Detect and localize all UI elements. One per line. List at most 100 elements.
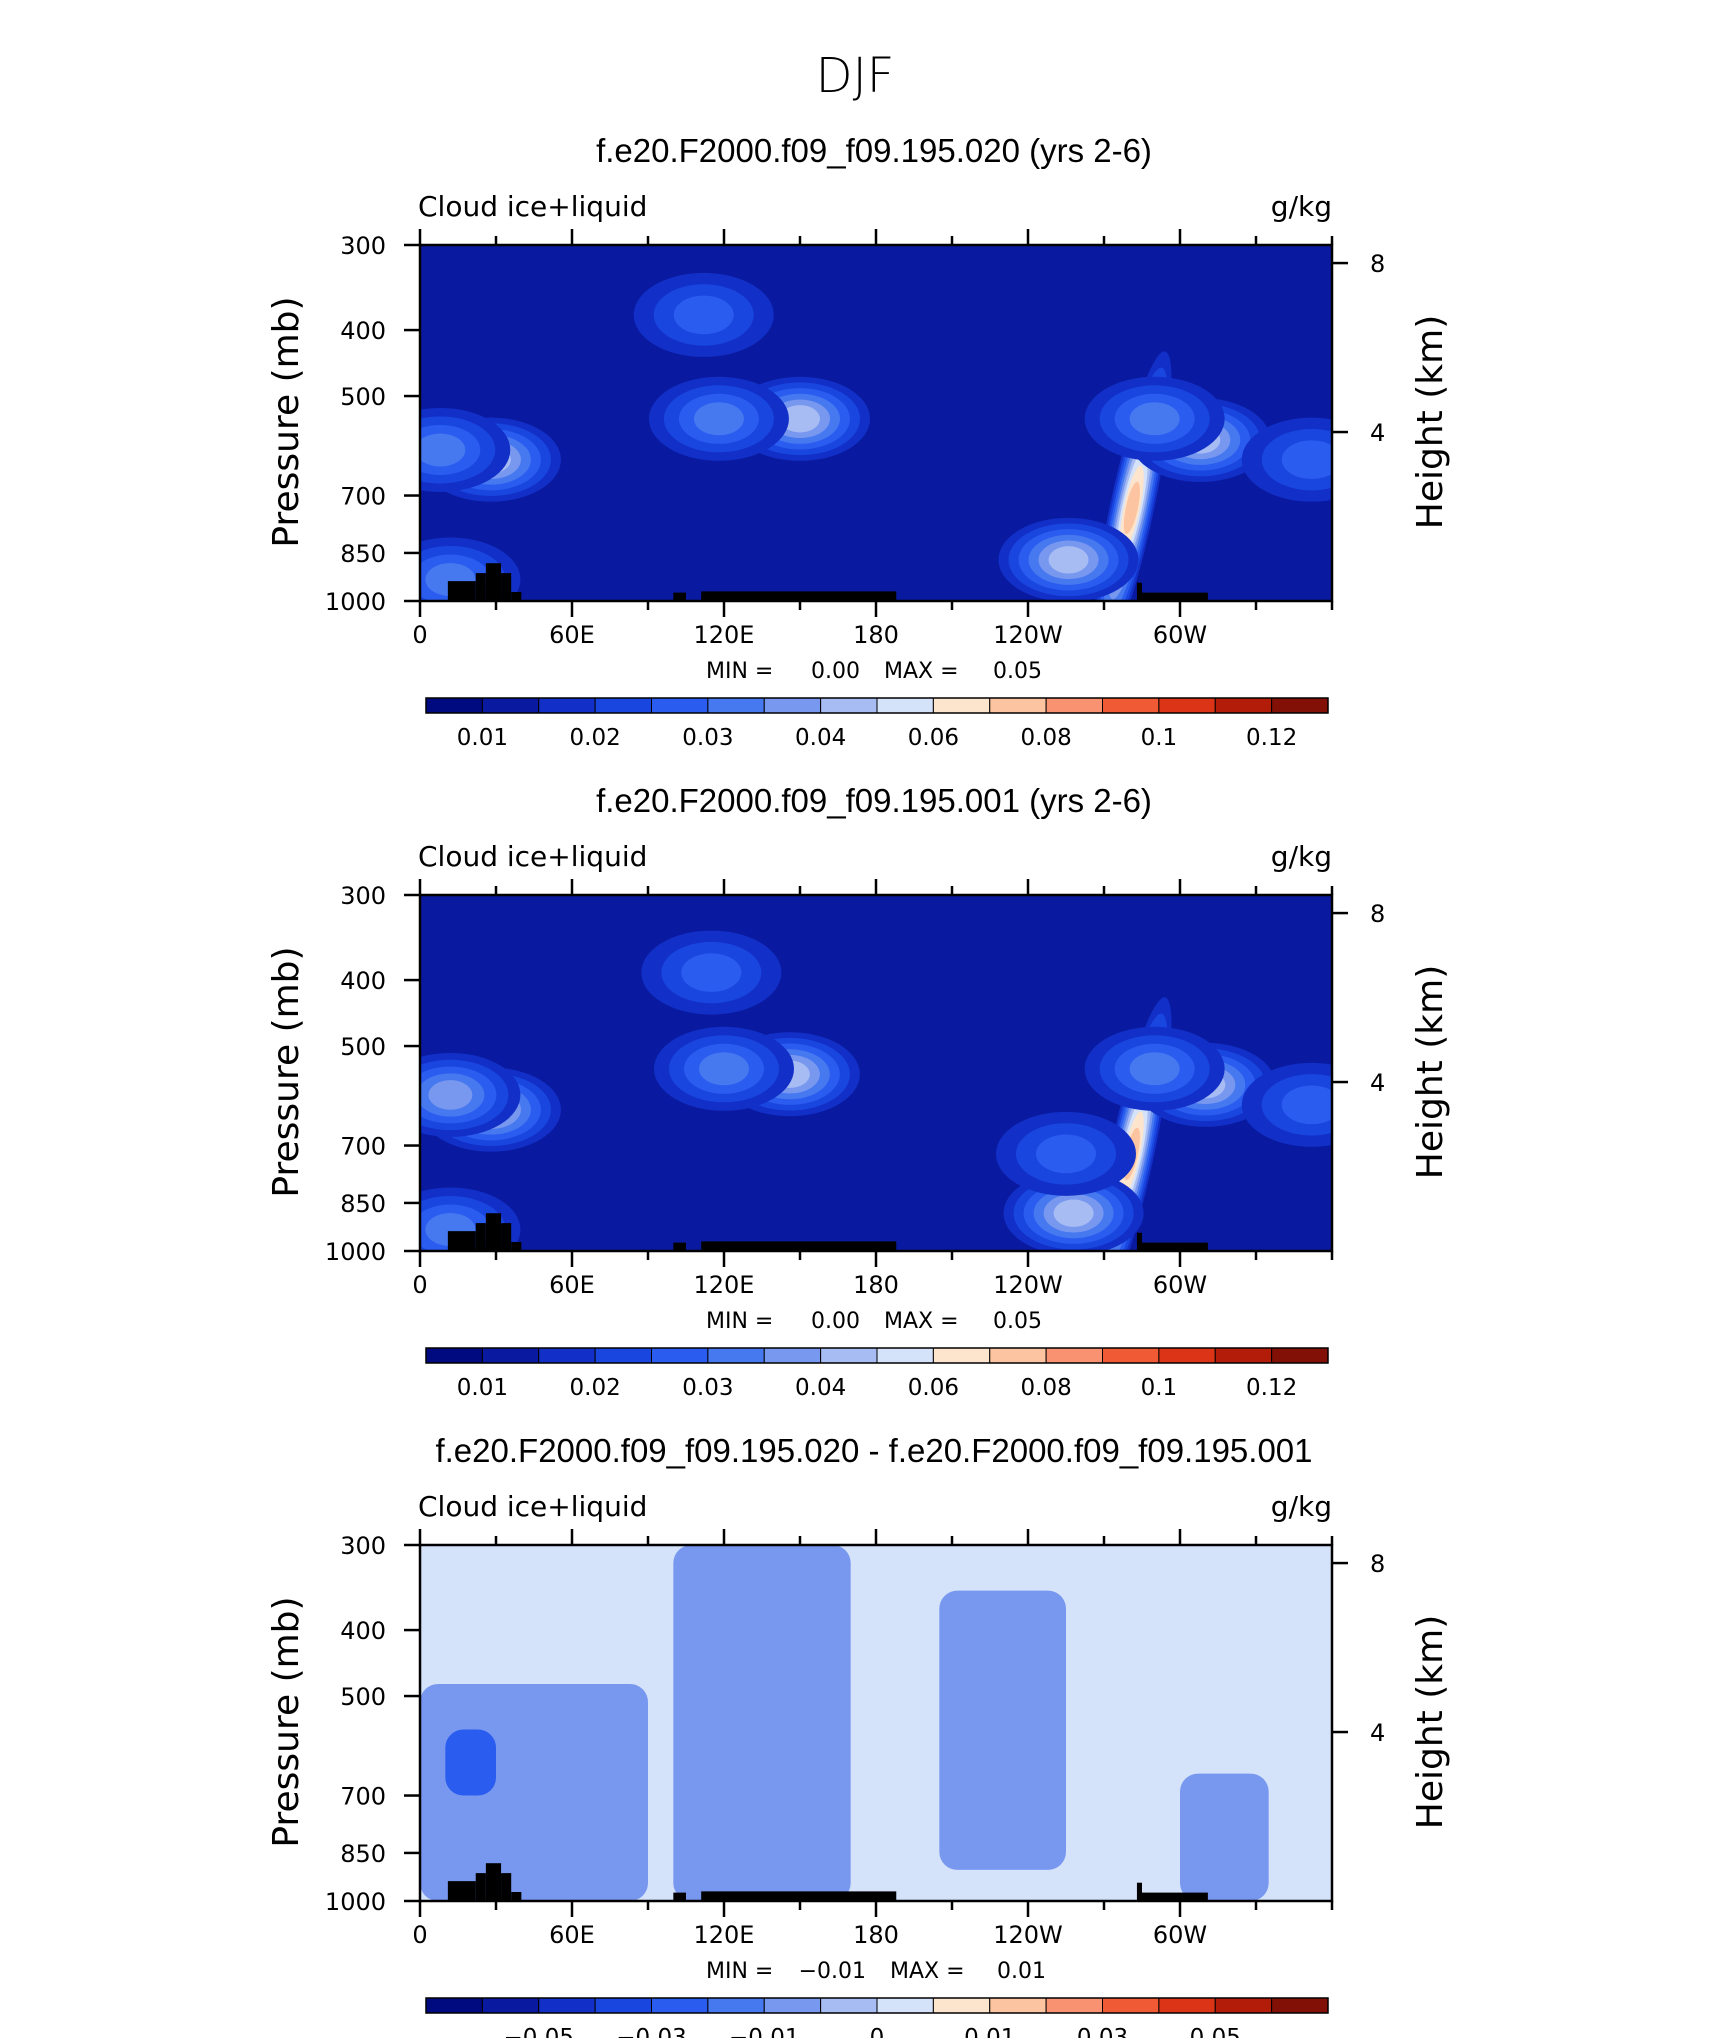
difference-region <box>939 1590 1066 1870</box>
pressure-axis-label: Pressure (mb) <box>266 1596 307 1847</box>
variable-label: Cloud ice+liquid <box>418 1490 647 1523</box>
panel-2: f.e20.F2000.f09_f09.195.001 (yrs 2-6) Cl… <box>266 782 1451 1401</box>
plot-area: 300 400 500 700 850 1000 8 4 0 60E 120E 180 120W 60W <box>325 1529 1385 1949</box>
lon-tick-label: 180 <box>853 1921 899 1949</box>
colorbar-box <box>481 697 540 714</box>
topography <box>447 581 476 601</box>
colorbar-label: 0.03 <box>682 725 733 751</box>
panel-title: f.e20.F2000.f09_f09.195.020 (yrs 2-6) <box>596 132 1152 169</box>
colorbar-label: 0.01 <box>964 2025 1015 2038</box>
plot-area: 300 400 500 700 850 1000 8 4 0 60E 120E 180 120W 60W <box>325 879 1385 1299</box>
pressure-tick-label: 850 <box>340 1190 386 1218</box>
stats-max-label: MAX = <box>890 1959 965 1984</box>
topography <box>485 1213 502 1251</box>
colorbar-label: 0.1 <box>1141 725 1178 751</box>
colorbar-box <box>538 1997 596 2014</box>
topography <box>1142 1242 1208 1251</box>
pressure-tick-label: 1000 <box>325 1238 386 1266</box>
pressure-tick-label: 700 <box>340 1133 386 1161</box>
contour-level <box>1129 402 1180 436</box>
colorbar-label: 0.08 <box>1021 725 1072 751</box>
colorbar-box <box>932 697 991 714</box>
colorbar-label: 0.03 <box>1077 2025 1128 2038</box>
cloud-feature <box>1241 1062 1332 1147</box>
colorbar-box <box>1214 697 1273 714</box>
colorbar: 0.01 0.02 0.03 0.04 0.06 0.08 0.1 0.12 <box>425 697 1329 751</box>
topography <box>1136 582 1142 601</box>
units-label: g/kg <box>1271 840 1332 873</box>
pressure-tick-label: 500 <box>340 1683 386 1711</box>
colorbar-label: 0.12 <box>1246 725 1297 751</box>
topography <box>673 1892 686 1901</box>
difference-region <box>1180 1773 1269 1901</box>
stats-min-value: 0.00 <box>811 1309 860 1334</box>
stats-max-value: 0.05 <box>993 659 1042 684</box>
topography <box>501 1223 512 1251</box>
contour-level <box>428 1080 473 1110</box>
lon-tick-label: 120E <box>694 621 755 649</box>
contour-level <box>1123 481 1140 535</box>
panel-3: f.e20.F2000.f09_f09.195.020 - f.e20.F200… <box>266 1432 1451 2038</box>
colorbar-box <box>425 1997 483 2014</box>
topography <box>511 591 522 601</box>
topography <box>475 1873 486 1901</box>
pressure-tick-label: 500 <box>340 1033 386 1061</box>
lon-tick-label: 120W <box>993 1271 1063 1299</box>
colorbar-box <box>1271 1997 1329 2014</box>
colorbar-label: 0.1 <box>1141 1375 1178 1401</box>
lon-tick-label: 180 <box>853 621 899 649</box>
lon-tick-label: 60W <box>1153 621 1207 649</box>
colorbar-box <box>1214 1347 1273 1364</box>
lon-tick-label: 60E <box>549 1271 595 1299</box>
colorbar-label: 0.02 <box>570 1375 621 1401</box>
contour-level <box>673 295 734 335</box>
height-tick-label: 4 <box>1370 1069 1385 1097</box>
colorbar-box <box>820 1347 878 1364</box>
contour-level <box>1281 440 1332 479</box>
plot-area: 300 400 500 700 850 1000 8 4 0 60E 120E 180 120W 60W <box>325 229 1385 649</box>
colorbar-label: 0.12 <box>1246 1375 1297 1401</box>
lon-tick-label: 0 <box>412 1921 427 1949</box>
topography <box>447 1881 476 1901</box>
colorbar-box <box>876 1347 934 1364</box>
colorbar-label: 0.02 <box>570 725 621 751</box>
colorbar-box <box>1271 1347 1329 1364</box>
topography <box>1136 1882 1142 1901</box>
pressure-tick-label: 400 <box>340 1617 386 1645</box>
cloud-feature <box>996 1111 1136 1196</box>
pressure-axis-label: Pressure (mb) <box>266 296 307 547</box>
topography <box>501 1873 512 1901</box>
colorbar-box <box>1102 1997 1160 2014</box>
topography <box>475 573 486 601</box>
colorbar-box <box>481 1997 540 2014</box>
variable-label: Cloud ice+liquid <box>418 840 647 873</box>
colorbar-box <box>1045 1347 1103 1364</box>
pressure-tick-label: 300 <box>340 882 386 910</box>
height-tick-label: 8 <box>1370 1550 1385 1578</box>
colorbar: 0.01 0.02 0.03 0.04 0.06 0.08 0.1 0.12 <box>425 1347 1329 1401</box>
contour-level <box>1129 1052 1180 1086</box>
pressure-tick-label: 500 <box>340 383 386 411</box>
colorbar-label: 0.05 <box>1190 2025 1241 2038</box>
stats-max-value: 0.01 <box>997 1959 1046 1984</box>
colorbar-box <box>1214 1997 1273 2014</box>
colorbar-box <box>876 1997 934 2014</box>
difference-region <box>673 1545 851 1901</box>
topography <box>673 592 686 601</box>
cloud-feature <box>420 1052 521 1137</box>
units-label: g/kg <box>1271 190 1332 223</box>
field <box>420 895 1332 1251</box>
colorbar-label: 0 <box>870 2025 885 2038</box>
colorbar-box <box>594 1997 652 2014</box>
height-axis-label: Height (km) <box>1410 965 1451 1179</box>
topography <box>673 1242 686 1251</box>
panel-title: f.e20.F2000.f09_f09.195.020 - f.e20.F200… <box>435 1432 1312 1469</box>
units-label: g/kg <box>1271 1490 1332 1523</box>
contour-level <box>681 953 742 992</box>
lon-tick-label: 120E <box>694 1271 755 1299</box>
topography <box>1142 1892 1208 1901</box>
colorbar-frame <box>425 697 1329 714</box>
pressure-tick-label: 300 <box>340 1532 386 1560</box>
colorbar-box <box>820 697 878 714</box>
